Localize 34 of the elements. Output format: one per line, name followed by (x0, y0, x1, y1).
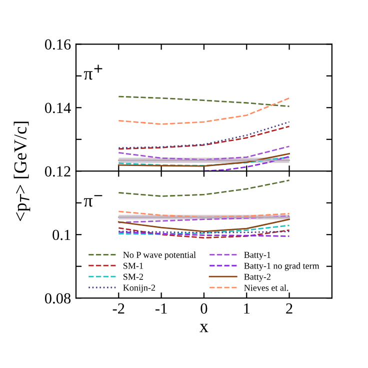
legend-label: Batty-1 (244, 252, 270, 260)
legend-label: SM-2 (124, 274, 143, 280)
y-tick-label: 0.16 (44, 39, 71, 50)
y-tick-label: 0.14 (44, 102, 71, 114)
line-series (118, 156, 290, 166)
y-axis-title: <p$_{T}$> [GeV/c] (14, 122, 30, 221)
annotation: π$^{+}$ (84, 64, 102, 80)
x-tick-label: 2 (286, 303, 292, 314)
x-axis-title: x (200, 324, 208, 332)
line-series (118, 96, 290, 108)
line-series (118, 97, 290, 125)
legend-label: Batty-2 (244, 274, 270, 282)
legend-label: Konijn-2 (123, 284, 155, 293)
line-series (118, 121, 290, 149)
y-tick-label: 0.12 (44, 166, 70, 177)
legend-label: Nieves et al. (244, 284, 288, 291)
legend-label: Batty-1 no grad term (244, 262, 320, 271)
legend-label: No P wave potential (123, 252, 196, 260)
y-tick-label: 0.08 (44, 293, 71, 304)
line-series (118, 215, 290, 224)
x-tick-label: 1 (244, 303, 250, 314)
x-tick-label: -1 (156, 303, 167, 314)
line-series (118, 224, 290, 235)
line-series (118, 227, 290, 238)
line-series (118, 218, 290, 232)
y-tick-label: 0.1 (52, 230, 70, 240)
line-series (118, 180, 290, 197)
x-tick-label: 0 (200, 303, 208, 314)
annotation: π$^{−}$ (84, 195, 102, 207)
line-series (118, 152, 290, 167)
legend-label: SM-1 (124, 262, 143, 269)
line-series (118, 126, 290, 150)
line-series (118, 146, 290, 160)
x-tick-label: -2 (112, 303, 124, 314)
